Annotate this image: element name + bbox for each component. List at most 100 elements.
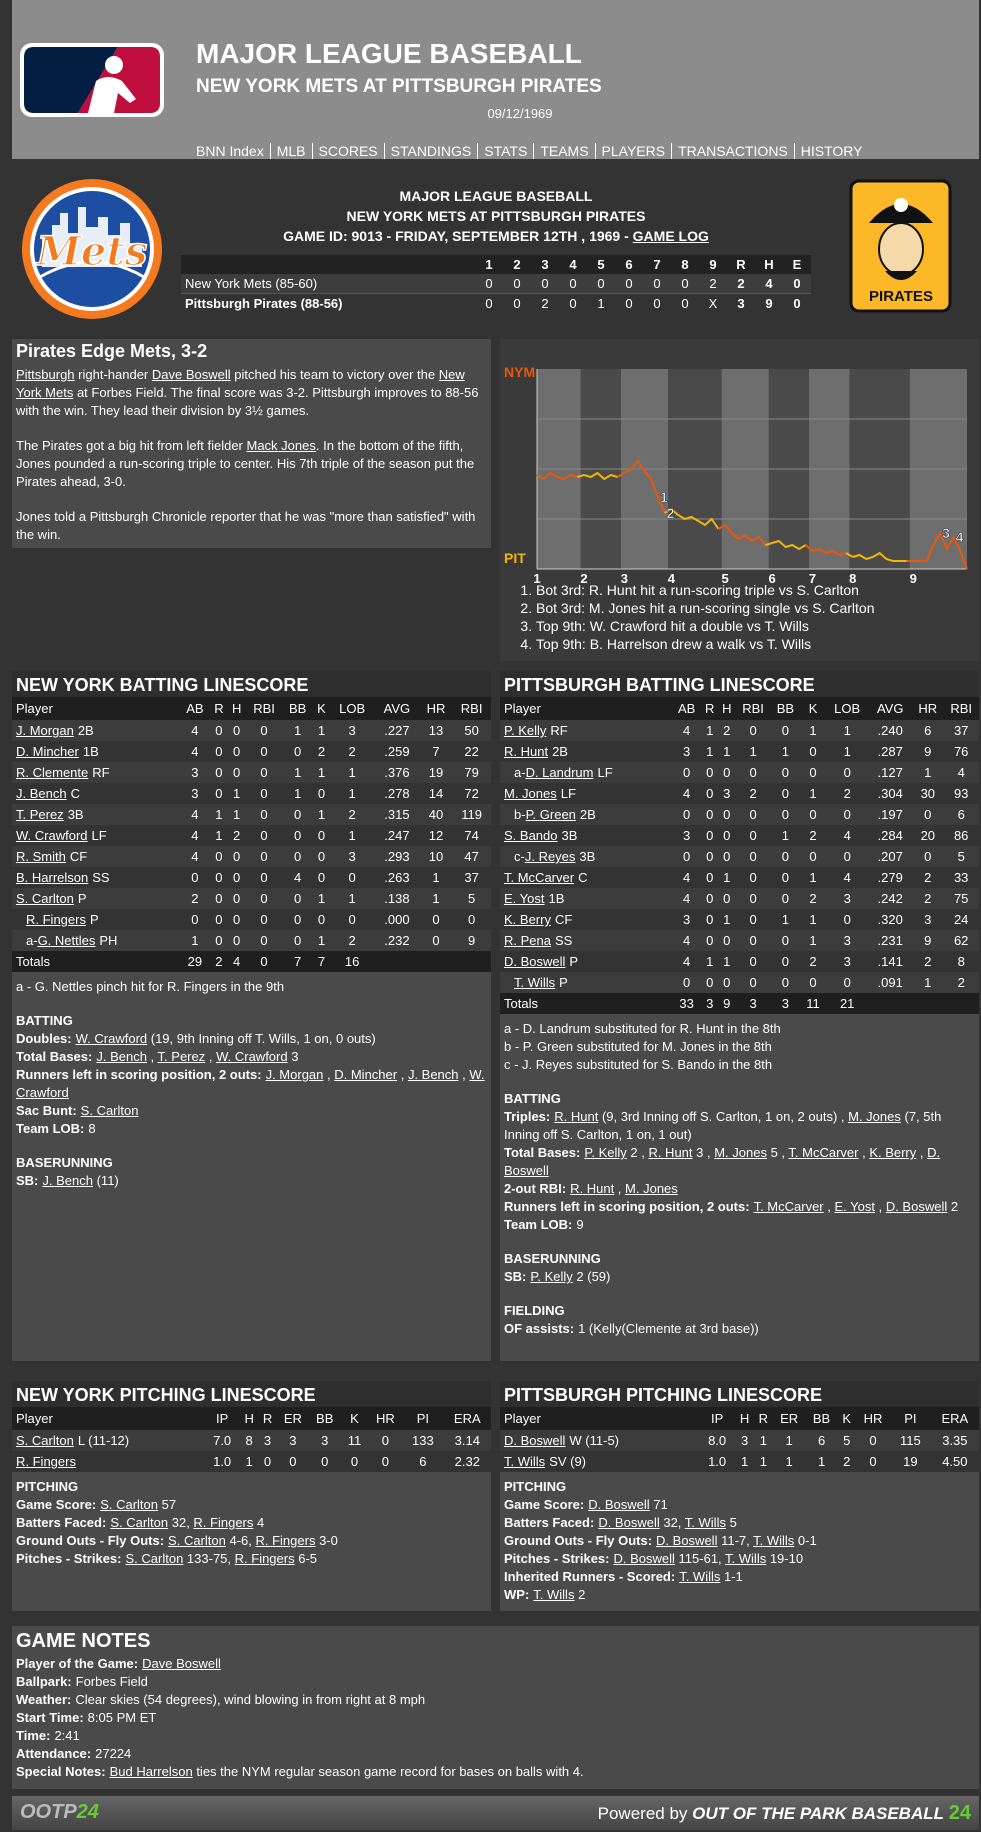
note-label: Triples:	[504, 1109, 551, 1124]
player-link[interactable]: W. Crawford	[16, 828, 88, 843]
player-link[interactable]: T. Wills	[504, 1454, 546, 1469]
link[interactable]: T. Perez	[157, 1049, 206, 1064]
nav-link[interactable]: STATS	[477, 143, 534, 159]
link[interactable]: D. Boswell	[656, 1533, 718, 1548]
link[interactable]: E. Yost	[834, 1199, 875, 1214]
link[interactable]: D. Boswell	[588, 1497, 650, 1512]
link[interactable]: J. Morgan	[265, 1067, 324, 1082]
link[interactable]: D. Boswell	[504, 1145, 941, 1178]
player-link[interactable]: J. Morgan	[16, 723, 74, 738]
link[interactable]: K. Berry	[869, 1145, 917, 1160]
link[interactable]: T. Wills	[684, 1515, 726, 1530]
link[interactable]: New York Mets	[16, 367, 465, 400]
section-title: NEW YORK PITCHING LINESCORE	[12, 1381, 491, 1407]
link[interactable]: J. Bench	[407, 1067, 459, 1082]
nav-link[interactable]: TRANSACTIONS	[671, 143, 794, 159]
player-link[interactable]: B. Harrelson	[16, 870, 89, 885]
link[interactable]: M. Jones	[625, 1181, 678, 1196]
ootp-logo: OOTP24	[20, 1801, 99, 1824]
link[interactable]: S. Carlton	[168, 1533, 226, 1548]
link[interactable]: S. Carlton	[80, 1103, 139, 1118]
nav-link[interactable]: STANDINGS	[383, 143, 478, 159]
link[interactable]: S. Carlton	[125, 1551, 184, 1566]
link[interactable]: D. Boswell	[598, 1515, 660, 1530]
player-link[interactable]: T. Wills	[514, 975, 556, 990]
player-link[interactable]: D. Mincher	[16, 744, 79, 759]
player-link[interactable]: R. Clemente	[16, 765, 89, 780]
text: (19, 9th Inning off T. Wills, 1 on, 0 ou…	[147, 1031, 376, 1046]
link[interactable]: P. Kelly	[584, 1145, 627, 1160]
link[interactable]: R. Hunt	[570, 1181, 615, 1196]
link[interactable]: D. Boswell	[613, 1551, 675, 1566]
nav-link[interactable]: MLB	[269, 143, 312, 159]
link[interactable]: R. Hunt	[648, 1145, 693, 1160]
player-link[interactable]: P. Kelly	[504, 723, 547, 738]
player-link[interactable]: J. Reyes	[524, 849, 576, 864]
player-link[interactable]: G. Nettles	[37, 933, 96, 948]
stat: 19	[890, 1451, 931, 1472]
link[interactable]: Bud Harrelson	[109, 1764, 193, 1779]
link[interactable]: W. Crawford	[216, 1049, 288, 1064]
link[interactable]: S. Carlton	[100, 1497, 159, 1512]
player-link[interactable]: R. Fingers	[26, 912, 86, 927]
player-row: a-G. Nettles PH 1 0 0 0 0 1 2.232 0 9	[12, 930, 491, 951]
nav-link[interactable]: TEAMS	[533, 143, 595, 159]
column-header: R	[210, 697, 228, 720]
link[interactable]: J. Bench	[42, 1173, 93, 1188]
player-link[interactable]: T. Perez	[16, 807, 64, 822]
player-link[interactable]: T. McCarver	[504, 870, 575, 885]
link[interactable]: R. Fingers	[255, 1533, 316, 1548]
player-link[interactable]: E. Yost	[504, 891, 545, 906]
link[interactable]: M. Jones	[714, 1145, 767, 1160]
stat: 0	[701, 888, 719, 909]
link[interactable]: J. Bench	[96, 1049, 147, 1064]
link[interactable]: Pittsburgh	[16, 367, 75, 382]
player-link[interactable]: R. Smith	[16, 849, 66, 864]
link[interactable]: T. Wills	[725, 1551, 767, 1566]
link[interactable]: T. McCarver	[788, 1145, 859, 1160]
link[interactable]: T. Wills	[533, 1587, 575, 1602]
link[interactable]: R. Fingers	[193, 1515, 254, 1530]
player-link[interactable]: R. Pena	[504, 933, 551, 948]
player-cell: a-D. Landrum LF	[500, 762, 673, 783]
player-link[interactable]: R. Hunt	[504, 744, 549, 759]
player-link[interactable]: R. Fingers	[16, 1454, 76, 1469]
link[interactable]: Mack Jones	[246, 438, 316, 453]
player-link[interactable]: D. Landrum	[525, 765, 594, 780]
link[interactable]: R. Hunt	[554, 1109, 599, 1124]
link[interactable]: D. Mincher	[334, 1067, 398, 1082]
link[interactable]: Dave Boswell	[142, 1656, 221, 1671]
player-link[interactable]: D. Boswell	[504, 954, 566, 969]
player-link[interactable]: K. Berry	[504, 912, 551, 927]
stat: .376	[374, 762, 420, 783]
player-link[interactable]: D. Boswell	[504, 1433, 566, 1448]
nav-link[interactable]: BNN Index	[196, 143, 264, 159]
link[interactable]: T. Wills	[679, 1569, 721, 1584]
nav-link[interactable]: SCORES	[311, 143, 384, 159]
player-link[interactable]: S. Carlton	[16, 1433, 74, 1448]
nav-link[interactable]: PLAYERS	[594, 143, 672, 159]
link[interactable]: W. Crawford	[75, 1031, 148, 1046]
game-log-link[interactable]: GAME LOG	[632, 228, 709, 244]
stat: 0	[735, 846, 771, 867]
link[interactable]: W. Crawford	[16, 1067, 485, 1100]
player-link[interactable]: S. Carlton	[16, 891, 74, 906]
notes: a - G. Nettles pinch hit for R. Fingers …	[12, 972, 491, 1196]
link[interactable]: S. Carlton	[110, 1515, 169, 1530]
link[interactable]: D. Boswell	[885, 1199, 948, 1214]
link[interactable]: R. Fingers	[234, 1551, 295, 1566]
stat: 1	[799, 909, 827, 930]
column-header: 6	[615, 255, 643, 274]
link[interactable]: T. McCarver	[753, 1199, 824, 1214]
player-link[interactable]: S. Bando	[504, 828, 558, 843]
stat: 0	[368, 1451, 403, 1472]
stat: 0	[210, 762, 228, 783]
link[interactable]: M. Jones	[848, 1109, 901, 1124]
link[interactable]: Dave Boswell	[151, 367, 231, 382]
player-link[interactable]: M. Jones	[504, 786, 557, 801]
link[interactable]: T. Wills	[753, 1533, 795, 1548]
nav-link[interactable]: HISTORY	[793, 143, 869, 159]
player-link[interactable]: J. Bench	[16, 786, 67, 801]
player-link[interactable]: P. Green	[525, 807, 576, 822]
link[interactable]: P. Kelly	[530, 1269, 573, 1284]
